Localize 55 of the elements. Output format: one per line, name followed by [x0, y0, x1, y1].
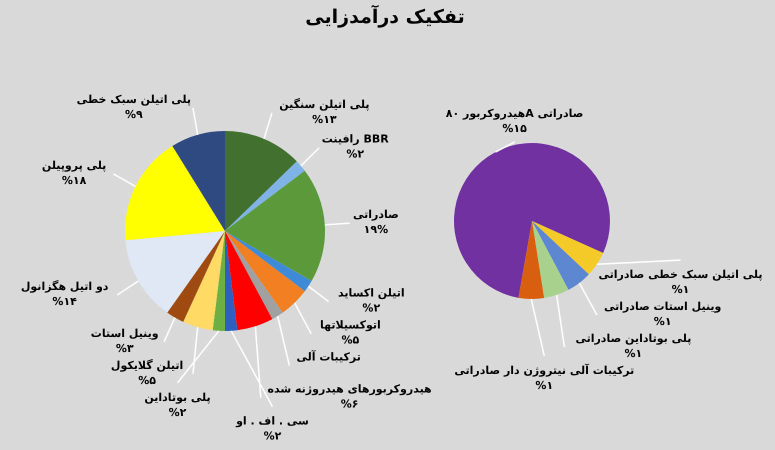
pie-slice [212, 231, 225, 331]
data-label: %۲ [362, 302, 380, 315]
pie-slice [225, 231, 312, 292]
pie-slice [225, 231, 283, 320]
slice-label: سی . اف . او [235, 414, 309, 428]
data-label: %۳ [116, 342, 134, 355]
data-label: %۱ [535, 379, 554, 392]
pie-slice [225, 231, 238, 331]
data-label: %۱۸ [62, 174, 87, 187]
slice-label: اتیلن اکساید [338, 286, 405, 300]
data-label: %۱۵ [502, 122, 528, 136]
data-label: %۲ [168, 406, 187, 419]
data-label: %۲ [346, 148, 364, 161]
pie-slice [532, 221, 568, 298]
data-label: %۱۳ [312, 113, 337, 126]
pie-slice [518, 221, 544, 299]
pie-slice [167, 231, 225, 322]
pie-slice [225, 231, 272, 330]
pie-slice [125, 231, 225, 313]
data-label: %۱۴ [52, 295, 78, 308]
slice-label: وینیل استات صادراتی [604, 300, 722, 314]
data-label: ۱۹% [364, 223, 388, 236]
data-label: %۵ [138, 374, 156, 387]
chart-title: تفکیک درآمدزایی [305, 4, 465, 28]
data-label: %۹ [124, 108, 144, 121]
slice-label: هیدروکربورهای هیدروژنه شده [268, 382, 432, 396]
pie-slice [225, 170, 325, 281]
pie-slice [183, 231, 225, 330]
slice-label: پلی بوتاداین صادراتی [575, 332, 692, 346]
slice-label: اتوکسیلاتها [320, 318, 381, 332]
slice-label: وینیل استات [90, 326, 159, 340]
data-label: %۱ [672, 283, 690, 296]
slice-label: پلی اتیلن سنگین [279, 98, 370, 112]
data-label: %۱ [624, 347, 642, 360]
slice-label: اتیلن گلایکول [110, 358, 184, 372]
pie-slice [172, 131, 225, 231]
slice-label: دو اتیل هگزانول [20, 280, 109, 293]
data-label: %۱ [654, 315, 672, 328]
slice-label: پلی اتیلن سبک خطی صادراتی [598, 268, 762, 282]
slice-label: ترکیبات آلی نیتروژن دار صادراتی [454, 363, 634, 378]
data-label: %۲ [264, 430, 282, 443]
slice-label: پلی اتیلن سبک خطی [76, 92, 192, 106]
slice-label: پلی پروپیلن [42, 158, 106, 172]
slice-label: ترکیبات آلی [296, 350, 361, 364]
data-label: %۶ [340, 398, 358, 411]
pie-slice [532, 221, 589, 290]
pie-slice [225, 131, 297, 231]
data-label: %۵ [342, 334, 360, 347]
pie-slice [225, 231, 305, 313]
slice-label: صادراتی [352, 208, 399, 222]
slice-label: پلی بوتاداین [144, 390, 211, 404]
slice-label: هیدروکربور ۸۰A صادراتی [446, 107, 584, 120]
slice-label: رافینت BBR [322, 132, 390, 146]
pie-slice [125, 146, 225, 240]
pie-slice [225, 161, 305, 231]
